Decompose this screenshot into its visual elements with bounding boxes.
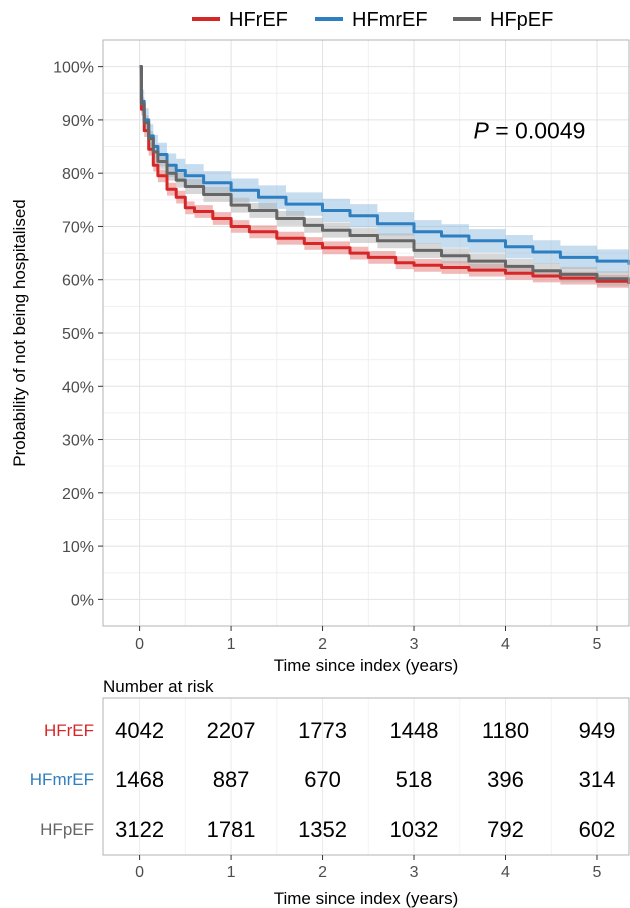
legend-label-hfref: HFrEF: [229, 9, 288, 31]
risk-x-tick-label: 5: [593, 864, 602, 881]
x-axis-title: Time since index (years): [274, 656, 459, 675]
y-tick-label: 40%: [62, 379, 94, 396]
risk-cell: 314: [579, 767, 616, 792]
legend: HFrEF HFmrEF HFpEF: [192, 9, 553, 31]
risk-table-groups: HFrEF HFmrEF HFpEF: [30, 721, 94, 839]
ci-band-hfpef: [139, 66, 629, 290]
risk-cell: 396: [487, 767, 524, 792]
p-value-text: = 0.0049: [489, 118, 586, 144]
risk-table: Number at risk 4042 2207 1773 1448 1180 94914…: [30, 677, 630, 908]
y-tick-label: 30%: [62, 433, 94, 450]
x-tick-label: 0: [135, 636, 144, 653]
risk-cell: 670: [304, 767, 341, 792]
x-axis: 0 1 2 3 4 5: [135, 626, 602, 653]
risk-cell: 792: [487, 817, 524, 842]
risk-cell: 1468: [115, 767, 164, 792]
risk-cell: 887: [213, 767, 250, 792]
major-gridlines: [103, 40, 629, 626]
confidence-bands: [139, 66, 629, 291]
p-value-symbol: P: [474, 118, 490, 144]
risk-cell: 3122: [115, 817, 164, 842]
risk-cell: 1352: [298, 817, 347, 842]
curve-hfpef: [139, 65, 630, 283]
risk-table-frame: [102, 697, 630, 856]
risk-cell: 1180: [482, 718, 529, 743]
x-tick-label: 2: [318, 636, 327, 653]
risk-cell: 518: [396, 767, 433, 792]
risk-table-title: Number at risk: [103, 677, 214, 696]
y-tick-label: 90%: [62, 113, 94, 130]
x-tick-label: 3: [410, 636, 419, 653]
x-tick-label: 4: [501, 636, 510, 653]
risk-cell: 4042: [115, 718, 164, 743]
risk-table-gridlines: [139, 698, 598, 855]
survival-curves: [139, 65, 630, 284]
curve-hfref: [139, 65, 630, 284]
risk-table-x-axis-title: Time since index (years): [274, 889, 459, 908]
y-tick-label: 20%: [62, 486, 94, 503]
y-tick-label: 10%: [62, 539, 94, 556]
risk-cell: 602: [579, 817, 616, 842]
ci-band-hfref: [139, 66, 629, 291]
risk-table-cells: 4042 2207 1773 1448 1180 949 1468 887 670 518 396 3…: [115, 718, 615, 842]
risk-cell: 1781: [207, 817, 256, 842]
y-tick-label: 0%: [71, 592, 94, 609]
risk-cell: 1448: [390, 718, 439, 743]
legend-label-hfmref: HFmrEF: [352, 9, 428, 31]
y-tick-label: 60%: [62, 273, 94, 290]
y-tick-label: 70%: [62, 219, 94, 236]
y-tick-label: 80%: [62, 166, 94, 183]
x-tick-label: 5: [593, 636, 602, 653]
risk-group-label-hfref: HFrEF: [44, 721, 94, 740]
legend-label-hfpef: HFpEF: [490, 9, 553, 31]
risk-x-tick-label: 2: [318, 864, 327, 881]
x-tick-label: 1: [227, 636, 236, 653]
risk-cell: 1773: [298, 718, 347, 743]
y-tick-label: 100%: [53, 60, 94, 77]
survival-plot-panel: 0% 10% 20% 30% 40% 50% 60% 70% 80% 90% 100% 0 1 2 3 4 5…: [10, 39, 630, 675]
risk-x-tick-label: 3: [410, 864, 419, 881]
risk-group-label-hfmref: HFmrEF: [30, 770, 94, 789]
p-value-annotation: P = 0.0049: [474, 118, 586, 144]
risk-group-label-hfpef: HFpEF: [40, 820, 94, 839]
risk-x-tick-label: 0: [135, 864, 144, 881]
y-tick-label: 50%: [62, 326, 94, 343]
risk-cell: 2207: [207, 718, 256, 743]
risk-cell: 949: [579, 718, 616, 743]
risk-table-x-axis: 0 1 2 3 4 5: [135, 855, 602, 881]
y-axis-title: Probability of not being hospitalised: [10, 199, 29, 466]
risk-x-tick-label: 4: [501, 864, 510, 881]
risk-x-tick-label: 1: [227, 864, 236, 881]
risk-cell: 1032: [390, 817, 439, 842]
y-axis: 0% 10% 20% 30% 40% 50% 60% 70% 80% 90% 100%: [53, 60, 103, 609]
